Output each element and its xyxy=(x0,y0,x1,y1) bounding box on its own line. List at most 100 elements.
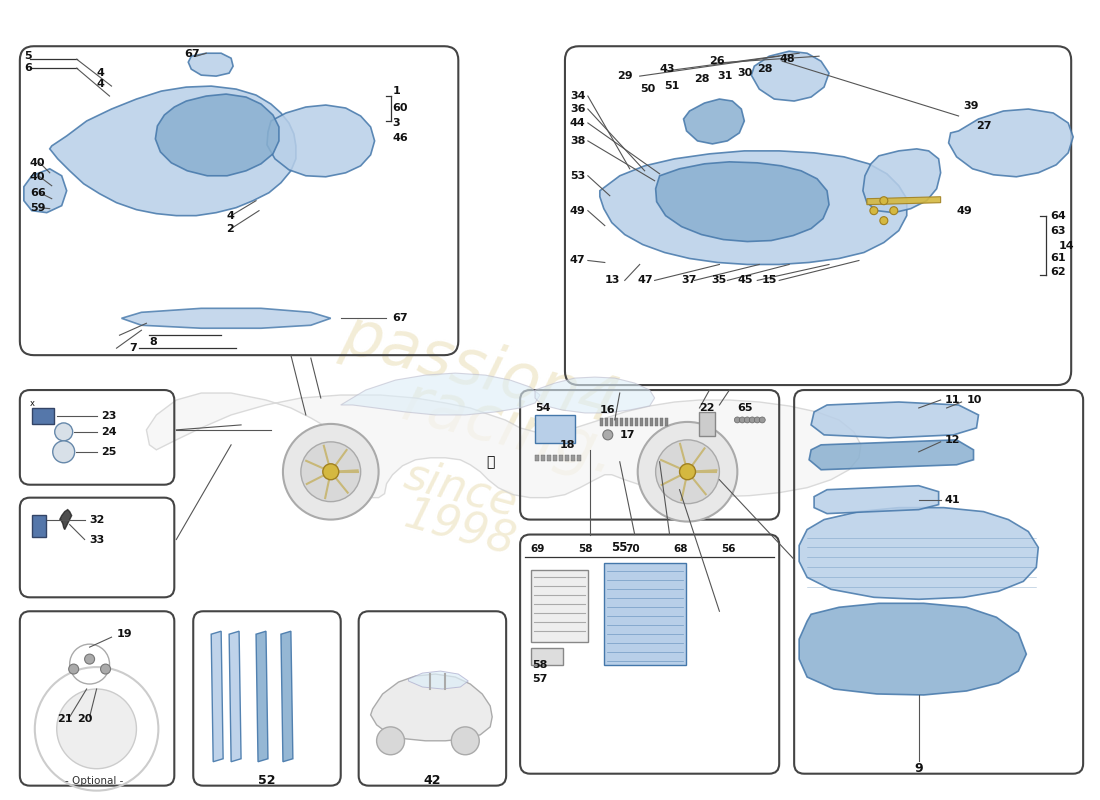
Bar xyxy=(650,418,652,426)
Text: 8: 8 xyxy=(150,338,157,347)
Text: 40: 40 xyxy=(30,158,45,168)
Polygon shape xyxy=(188,54,233,76)
Circle shape xyxy=(638,422,737,522)
Text: 28: 28 xyxy=(694,74,710,84)
Text: 2: 2 xyxy=(227,223,234,234)
Text: 30: 30 xyxy=(737,68,752,78)
Text: 🐎: 🐎 xyxy=(486,454,494,469)
Circle shape xyxy=(890,206,898,214)
Polygon shape xyxy=(535,377,654,413)
Polygon shape xyxy=(867,197,940,205)
Circle shape xyxy=(603,430,613,440)
Circle shape xyxy=(739,417,746,423)
Text: 28: 28 xyxy=(757,64,773,74)
Text: 38: 38 xyxy=(570,136,585,146)
Circle shape xyxy=(880,217,888,225)
Text: 43: 43 xyxy=(660,64,675,74)
Circle shape xyxy=(376,727,405,754)
Bar xyxy=(600,418,603,426)
Text: 59: 59 xyxy=(30,202,45,213)
Text: 66: 66 xyxy=(30,188,45,198)
Text: 33: 33 xyxy=(89,534,104,545)
Circle shape xyxy=(745,417,750,423)
Text: 23: 23 xyxy=(101,411,117,421)
Text: 49: 49 xyxy=(570,206,585,216)
Text: 70: 70 xyxy=(626,545,640,554)
Polygon shape xyxy=(121,308,331,328)
Bar xyxy=(615,418,618,426)
Text: 63: 63 xyxy=(1050,226,1066,235)
Text: 61: 61 xyxy=(1050,254,1066,263)
Text: 64: 64 xyxy=(1050,210,1066,221)
Text: 45: 45 xyxy=(737,275,752,286)
Text: 52: 52 xyxy=(258,774,276,787)
Text: 32: 32 xyxy=(89,514,104,525)
Text: 51: 51 xyxy=(664,81,680,91)
Polygon shape xyxy=(408,671,469,689)
Text: 24: 24 xyxy=(101,427,118,437)
Text: 44: 44 xyxy=(570,118,585,128)
Polygon shape xyxy=(229,631,241,762)
Circle shape xyxy=(57,689,136,769)
Text: 47: 47 xyxy=(638,275,653,286)
Bar xyxy=(576,455,581,461)
Bar xyxy=(640,418,642,426)
Text: since: since xyxy=(399,454,521,526)
Bar xyxy=(605,418,608,426)
Text: 65: 65 xyxy=(737,403,752,413)
Text: 69: 69 xyxy=(530,545,544,554)
Text: 18: 18 xyxy=(560,440,575,450)
Text: 46: 46 xyxy=(393,133,408,143)
Text: 35: 35 xyxy=(712,275,727,286)
Polygon shape xyxy=(862,149,940,213)
Bar xyxy=(547,455,551,461)
Text: 17: 17 xyxy=(619,430,636,440)
Text: 40: 40 xyxy=(30,172,45,182)
Circle shape xyxy=(680,464,695,480)
Bar xyxy=(559,455,563,461)
Text: 48: 48 xyxy=(779,54,795,64)
Circle shape xyxy=(322,464,339,480)
FancyBboxPatch shape xyxy=(531,648,563,665)
Polygon shape xyxy=(799,603,1026,695)
Text: 13: 13 xyxy=(605,275,620,286)
Bar xyxy=(664,418,668,426)
Circle shape xyxy=(759,417,766,423)
Bar xyxy=(535,455,539,461)
Text: 36: 36 xyxy=(570,104,585,114)
Polygon shape xyxy=(948,109,1074,177)
Text: 29: 29 xyxy=(617,71,632,81)
Text: 3: 3 xyxy=(393,118,400,128)
Polygon shape xyxy=(371,674,492,741)
Text: 6: 6 xyxy=(24,63,32,73)
Polygon shape xyxy=(211,631,223,762)
Text: 4: 4 xyxy=(227,210,234,221)
Text: 42: 42 xyxy=(424,774,441,787)
Polygon shape xyxy=(656,162,829,242)
Text: 67: 67 xyxy=(393,314,408,323)
Text: 21: 21 xyxy=(57,714,73,724)
Polygon shape xyxy=(155,94,279,176)
Text: 58: 58 xyxy=(578,545,593,554)
Text: 56: 56 xyxy=(722,545,736,554)
Text: 60: 60 xyxy=(393,103,408,113)
Polygon shape xyxy=(799,508,1038,599)
Text: 26: 26 xyxy=(710,56,725,66)
Bar xyxy=(625,418,628,426)
Text: x: x xyxy=(30,399,35,409)
Text: 12: 12 xyxy=(945,435,960,445)
Text: 49: 49 xyxy=(957,206,972,216)
Circle shape xyxy=(880,197,888,205)
Text: 47: 47 xyxy=(570,255,585,266)
Circle shape xyxy=(749,417,756,423)
Text: 62: 62 xyxy=(1050,267,1066,278)
Text: 10: 10 xyxy=(967,395,982,405)
Polygon shape xyxy=(280,631,293,762)
Bar xyxy=(571,455,575,461)
Text: 57: 57 xyxy=(532,674,548,684)
Polygon shape xyxy=(683,99,745,144)
Text: 11: 11 xyxy=(945,395,960,405)
FancyBboxPatch shape xyxy=(531,570,587,642)
Circle shape xyxy=(53,441,75,462)
Text: 5: 5 xyxy=(24,51,32,61)
